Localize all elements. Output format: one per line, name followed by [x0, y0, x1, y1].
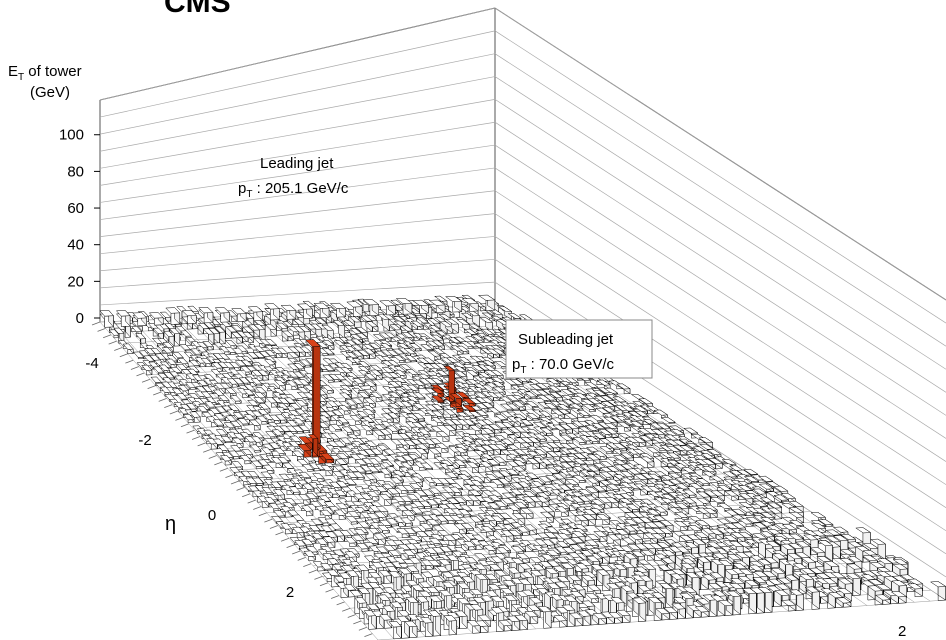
- subleading-jet-box: [505, 319, 653, 379]
- z-tick-label: 60: [67, 200, 84, 217]
- eta-tick-label: 0: [208, 507, 216, 524]
- leading-jet-pt: pT : 205.1 GeV/c: [238, 180, 349, 200]
- experiment-label: CMS: [164, 0, 231, 19]
- leading-jet-annotation: Leading jet pT : 205.1 GeV/c: [238, 155, 349, 200]
- z-axis-ticks: 0 20 40 60 80 100: [59, 127, 100, 327]
- z-tick-label: 40: [67, 237, 84, 254]
- z-tick-label: 80: [67, 163, 84, 180]
- eta-axis-title: η: [165, 513, 176, 535]
- z-axis-unit: (GeV): [30, 84, 70, 101]
- jet-towers: [297, 338, 477, 464]
- z-tick-label: 20: [67, 273, 84, 290]
- background-towers: [99, 294, 946, 640]
- subleading-jet-title: Subleading jet: [518, 331, 614, 348]
- phi-tick-label: 2: [898, 623, 906, 640]
- z-tick-label: 0: [76, 310, 84, 327]
- eta-axis-ticks: -4 -2 0 2: [85, 321, 378, 640]
- subleading-jet-pt: pT : 70.0 GeV/c: [512, 356, 614, 376]
- eta-tick-label: -2: [138, 432, 151, 449]
- eta-tick-label: 2: [286, 584, 294, 601]
- z-axis-title: ET of tower: [8, 63, 82, 83]
- eta-tick-label: -4: [85, 355, 98, 372]
- plot-frame: [99, 7, 946, 601]
- leading-jet-title: Leading jet: [260, 155, 334, 172]
- subleading-jet-annotation: Subleading jet pT : 70.0 GeV/c: [505, 319, 653, 379]
- z-tick-label: 100: [59, 127, 84, 144]
